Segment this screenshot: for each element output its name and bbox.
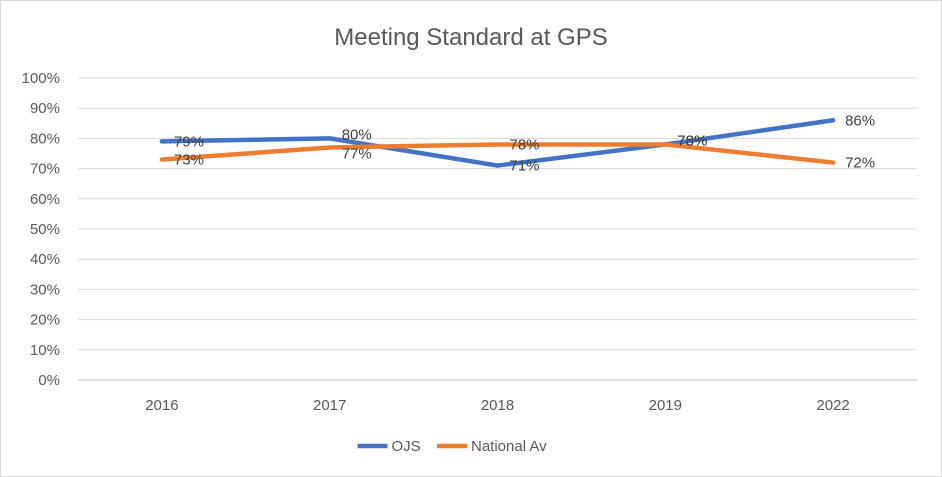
series-line-national-av — [159, 142, 836, 165]
data-label: 78% — [677, 132, 707, 149]
data-label: 73% — [174, 152, 204, 169]
x-tick-label: 2018 — [481, 397, 514, 414]
y-tick-label: 70% — [30, 161, 60, 178]
x-axis: 2016 2017 2018 2019 2022 — [145, 397, 850, 414]
data-point — [831, 160, 836, 165]
data-point — [159, 139, 164, 144]
data-label: 78% — [510, 136, 540, 153]
data-point — [159, 157, 164, 162]
y-tick-label: 10% — [30, 342, 60, 359]
gridlines — [78, 77, 917, 381]
data-labels: 79% 80%71%78%86%73% 77%78% 78%72% — [174, 112, 875, 174]
data-label: 77% — [342, 145, 372, 162]
chart-title: Meeting Standard at GPS — [334, 24, 608, 51]
data-label: 79% — [174, 133, 204, 150]
data-label: 71% — [510, 158, 540, 175]
y-axis: 0% 10% 20% 30% 40% 50% 60% 70% 80% 90% 100% — [22, 70, 60, 389]
data-label: 86% — [845, 112, 875, 129]
y-tick-label: 30% — [30, 281, 60, 298]
data-point — [327, 145, 332, 150]
y-tick-label: 100% — [22, 70, 60, 87]
plot-area — [159, 118, 836, 168]
data-label: 72% — [845, 155, 875, 172]
x-tick-label: 2022 — [816, 397, 849, 414]
data-label: 80% — [342, 126, 372, 143]
x-tick-label: 2016 — [145, 397, 178, 414]
data-point — [831, 118, 836, 123]
data-point — [327, 136, 332, 141]
y-tick-label: 90% — [30, 100, 60, 117]
y-tick-label: 60% — [30, 191, 60, 208]
y-tick-label: 20% — [30, 312, 60, 329]
y-tick-label: 80% — [30, 130, 60, 147]
y-tick-label: 40% — [30, 251, 60, 268]
x-tick-label: 2017 — [313, 397, 346, 414]
data-label: 78% — [677, 132, 707, 149]
data-point — [663, 142, 668, 147]
y-tick-label: 50% — [30, 221, 60, 238]
legend-label: National Av — [471, 438, 547, 455]
data-point — [495, 142, 500, 147]
y-tick-label: 0% — [38, 372, 60, 389]
legend-label: OJS — [392, 438, 421, 455]
data-point — [495, 163, 500, 168]
x-tick-label: 2019 — [649, 397, 682, 414]
legend: OJS National Av — [357, 438, 547, 455]
